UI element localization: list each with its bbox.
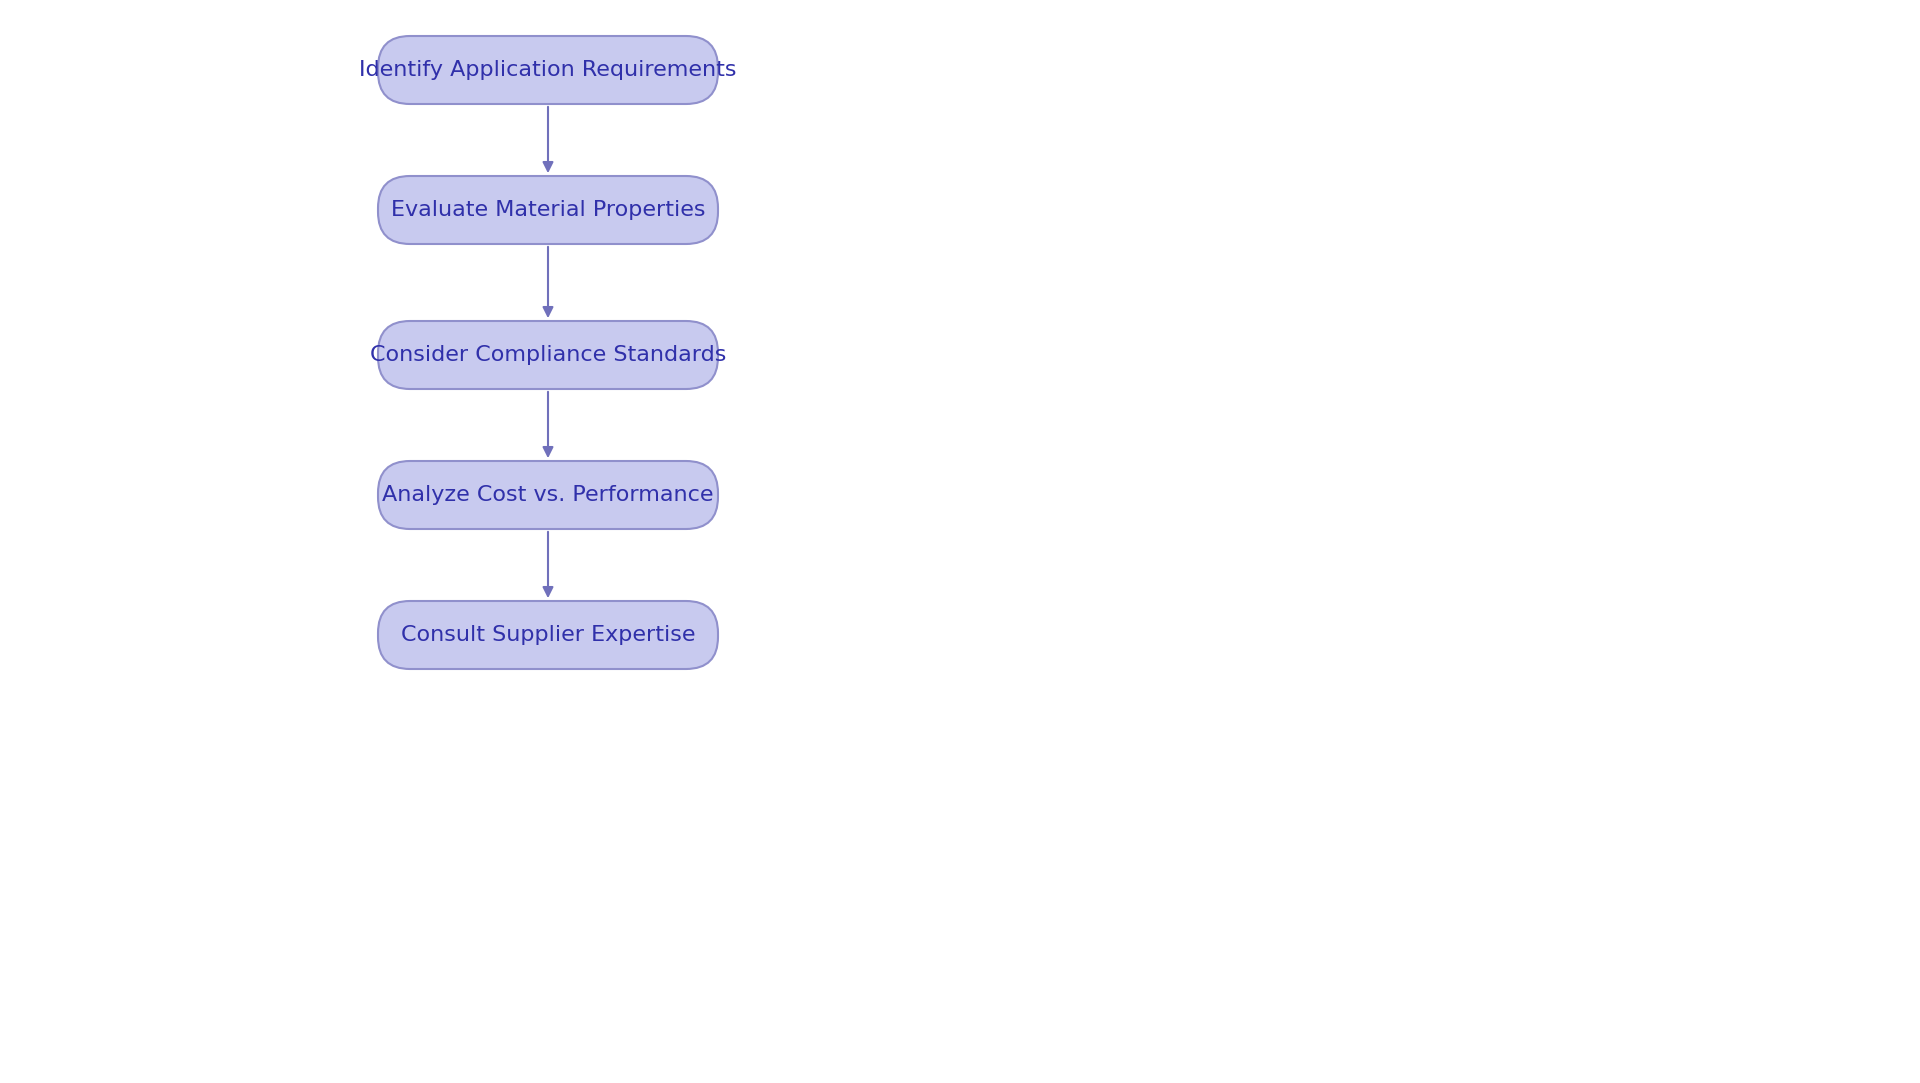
- Text: Analyze Cost vs. Performance: Analyze Cost vs. Performance: [382, 485, 714, 505]
- FancyBboxPatch shape: [378, 461, 718, 529]
- FancyBboxPatch shape: [378, 177, 718, 244]
- FancyBboxPatch shape: [378, 36, 718, 104]
- Text: Consider Compliance Standards: Consider Compliance Standards: [371, 345, 726, 365]
- FancyBboxPatch shape: [378, 321, 718, 389]
- Text: Evaluate Material Properties: Evaluate Material Properties: [392, 200, 705, 220]
- FancyBboxPatch shape: [378, 601, 718, 669]
- Text: Identify Application Requirements: Identify Application Requirements: [359, 60, 737, 80]
- Text: Consult Supplier Expertise: Consult Supplier Expertise: [401, 625, 695, 645]
